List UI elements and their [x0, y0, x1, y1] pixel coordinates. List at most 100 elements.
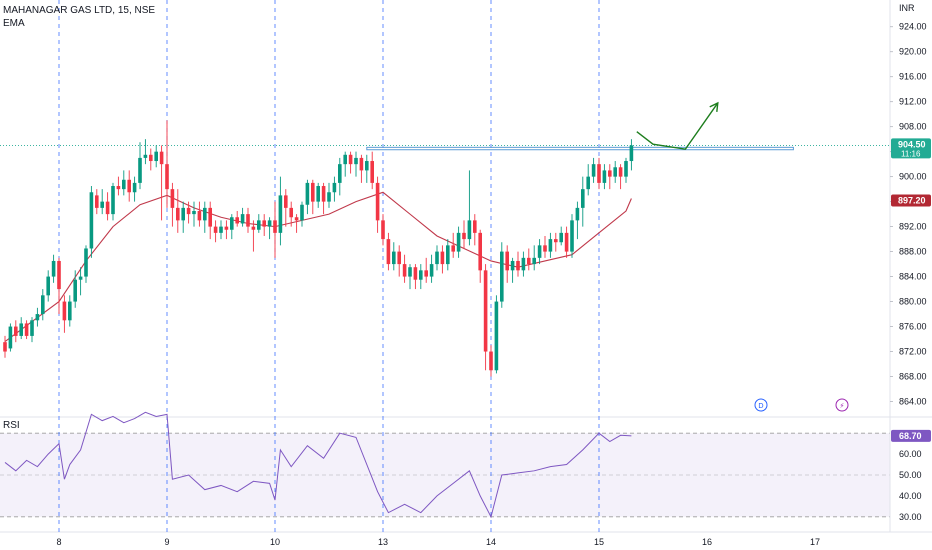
- rsi-tick-label: 60.00: [899, 449, 922, 459]
- price-tick-label: 924.00: [899, 22, 927, 32]
- time-tick-label: 10: [270, 537, 280, 547]
- candle-body: [24, 323, 29, 336]
- candle-body: [41, 295, 45, 315]
- candle-body: [354, 157, 358, 165]
- candle-body: [327, 192, 331, 202]
- candle-body: [208, 207, 212, 227]
- candle-body: [284, 195, 288, 208]
- lightning-icon-glyph: ⚡: [840, 402, 845, 410]
- candle-body: [602, 170, 607, 183]
- candle-body: [203, 207, 207, 221]
- candle-body: [386, 239, 391, 265]
- lightning-icon[interactable]: [835, 398, 849, 412]
- ema-value-badge: [891, 194, 931, 207]
- candle-body: [289, 207, 293, 218]
- candle-body: [159, 151, 164, 165]
- rsi-indicator-label[interactable]: RSI: [3, 420, 20, 431]
- currency-label: INR: [899, 3, 915, 13]
- candle-body: [3, 342, 7, 352]
- candle-body: [235, 217, 239, 224]
- time-tick-label: 8: [56, 537, 61, 547]
- candle-body: [105, 201, 110, 215]
- price-tick-label: 868.00: [899, 372, 927, 382]
- price-tick-label: 880.00: [899, 297, 927, 307]
- price-tick-label: 900.00: [899, 172, 927, 182]
- price-tick-label: 920.00: [899, 47, 927, 57]
- dividend-icon[interactable]: [754, 398, 768, 412]
- rsi-value-badge: [891, 429, 931, 442]
- candle-body: [230, 217, 234, 230]
- candle-body: [224, 226, 229, 230]
- candle-body: [170, 189, 175, 208]
- symbol-title: MAHANAGAR GAS LTD, 15, NSE: [3, 5, 156, 16]
- rsi-tick-label: 40.00: [899, 491, 922, 501]
- candle-body: [240, 214, 245, 224]
- candle-body: [186, 207, 191, 215]
- candle-body: [116, 186, 121, 190]
- price-tick-label: 888.00: [899, 247, 927, 257]
- candle-body: [381, 220, 385, 240]
- last-price-value: 904.50: [898, 139, 926, 149]
- candle-body: [591, 164, 596, 177]
- candle-body: [19, 323, 23, 336]
- candle-body: [413, 267, 418, 280]
- candle-body: [316, 186, 320, 202]
- price-tick-label: 884.00: [899, 272, 927, 282]
- price-tick-label: 872.00: [899, 347, 927, 357]
- candle-body: [127, 179, 131, 193]
- candle-body: [402, 264, 407, 277]
- candle-body: [267, 220, 272, 227]
- resistance-line[interactable]: [366, 146, 794, 151]
- candle-body: [397, 251, 401, 265]
- candle-body: [527, 257, 531, 265]
- candle-body: [586, 176, 590, 190]
- candle-body: [516, 260, 520, 271]
- time-tick-label: 15: [594, 537, 604, 547]
- candle-body: [392, 251, 396, 265]
- candle-body: [143, 154, 148, 158]
- candle-body: [197, 211, 202, 221]
- ema-line[interactable]: [4, 191, 632, 342]
- candle-body: [46, 276, 50, 296]
- candle-body: [73, 279, 77, 302]
- candle-body: [278, 195, 283, 233]
- price-tick-label: 892.00: [899, 222, 927, 232]
- candle-body: [294, 217, 299, 221]
- candle-body: [494, 301, 499, 371]
- candle-body: [154, 151, 158, 162]
- ema-indicator-label[interactable]: EMA: [3, 18, 25, 29]
- time-tick-label: 17: [810, 537, 820, 547]
- candle-body: [478, 232, 482, 271]
- rsi-line[interactable]: [4, 411, 632, 519]
- candle-body: [100, 201, 104, 208]
- candle-body: [8, 326, 13, 349]
- candle-body: [375, 182, 380, 221]
- candle-body: [419, 270, 423, 280]
- time-tick-label: 13: [378, 537, 388, 547]
- candle-body: [95, 195, 99, 208]
- candle-body: [300, 204, 304, 221]
- candle-body: [273, 220, 277, 233]
- candle-body: [500, 251, 504, 302]
- time-tick-label: 14: [486, 537, 496, 547]
- ema-value: 897.20: [898, 196, 926, 206]
- dividend-icon-glyph: D: [758, 402, 763, 410]
- projection-path[interactable]: [636, 102, 719, 150]
- candle-body: [138, 157, 142, 183]
- rsi-value: 68.70: [899, 431, 922, 441]
- candle-body: [629, 145, 634, 162]
- candle-body: [338, 164, 342, 183]
- candle-body: [68, 301, 72, 321]
- candle-body: [483, 270, 488, 352]
- candle-countdown: 11:16: [901, 149, 921, 158]
- candle-body: [246, 214, 250, 227]
- candle-body: [78, 276, 83, 280]
- candle-body: [122, 179, 126, 190]
- candle-body: [608, 170, 612, 177]
- candle-body: [305, 182, 310, 205]
- candle-body: [251, 226, 256, 230]
- candle-body: [35, 314, 40, 321]
- candle-body: [532, 257, 536, 265]
- candle-body: [467, 220, 472, 240]
